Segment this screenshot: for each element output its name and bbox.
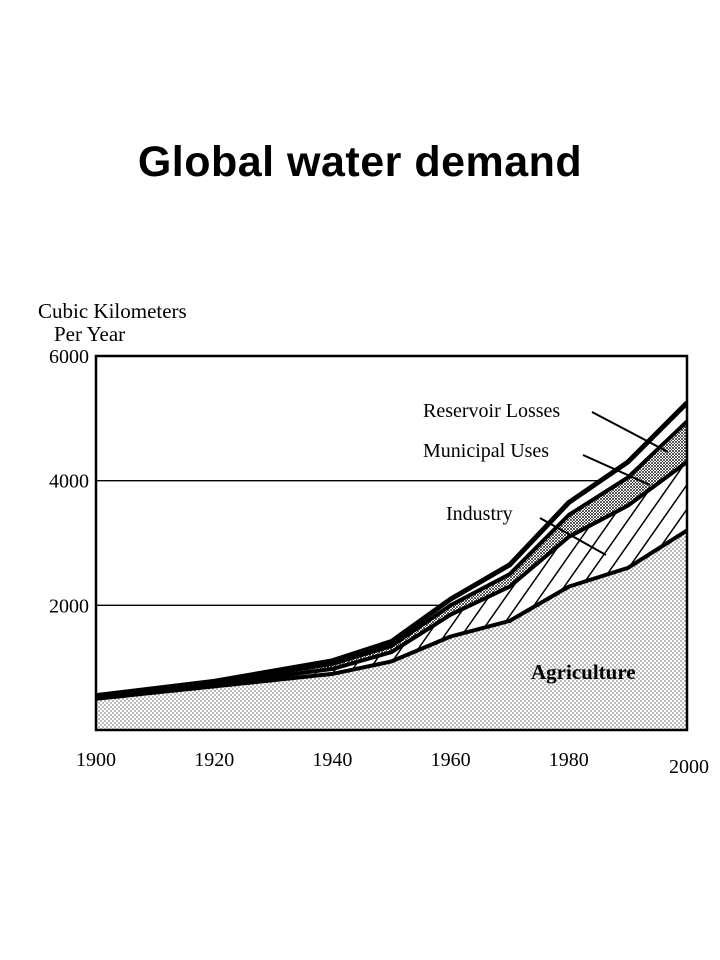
y-tick-label: 6000 (49, 346, 89, 368)
area-series (96, 402, 687, 730)
outline-industry (96, 460, 687, 700)
x-tick-label: 1980 (549, 749, 589, 771)
series-outlines (96, 401, 687, 701)
y-tick-labels: 2000 4000 6000 (49, 346, 89, 617)
x-tick-label: 1900 (76, 749, 116, 771)
x-tick-label: 1960 (431, 749, 471, 771)
area-agriculture (96, 530, 687, 730)
x-tick-labels: 1900 1920 1940 1960 1980 2000 (76, 749, 709, 778)
area-industry (96, 462, 687, 699)
plot-frame (94, 354, 689, 732)
x-tick-label: 1940 (312, 749, 352, 771)
label-agriculture: Agriculture (531, 660, 636, 684)
label-industry: Industry (446, 503, 513, 525)
x-tick-label: 1920 (194, 749, 234, 771)
label-reservoir-losses: Reservoir Losses (423, 400, 560, 422)
industry-leader-line (539, 517, 607, 556)
y-tick-label: 4000 (49, 471, 89, 493)
y-axis-title-line2: Per Year (54, 322, 125, 346)
reservoir-leader-line (591, 411, 669, 453)
y-axis-title-line1: Cubic Kilometers (38, 299, 187, 323)
y-tick-label: 2000 (49, 595, 89, 617)
x-tick-label: 2000 (669, 756, 709, 778)
outline-agriculture (96, 528, 687, 701)
label-municipal-uses: Municipal Uses (423, 440, 549, 462)
slide-title: Global water demand (137, 138, 583, 186)
outline-reservoir-losses (96, 401, 687, 699)
municipal-leader-line (582, 454, 651, 486)
